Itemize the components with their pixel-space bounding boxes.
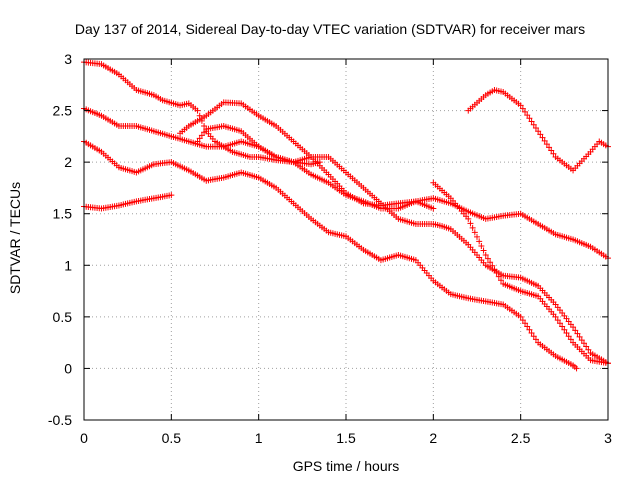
y-tick-label: 3: [64, 51, 72, 67]
y-axis-label: SDTVAR / TECUs: [7, 182, 23, 294]
data-point: [573, 365, 580, 372]
x-axis-label: GPS time / hours: [293, 458, 400, 474]
data-point: [526, 115, 533, 122]
data-point: [480, 247, 487, 254]
data-point: [517, 102, 524, 109]
data-point: [535, 128, 542, 135]
y-tick-label: 2: [64, 154, 72, 170]
data-point: [561, 326, 568, 333]
data-point: [574, 330, 581, 337]
y-tick-label: 0: [64, 360, 72, 376]
data-point: [532, 124, 539, 131]
data-point: [552, 313, 559, 320]
data-point: [583, 343, 590, 350]
y-tick-label: -0.5: [48, 412, 72, 428]
data-point: [517, 313, 524, 320]
data-point: [543, 141, 550, 148]
data-point: [196, 135, 203, 142]
x-tick-label: 0: [80, 430, 88, 446]
x-tick-label: 2.5: [511, 430, 531, 446]
data-point: [567, 336, 574, 343]
series-track-7: [430, 179, 611, 367]
data-point: [491, 266, 498, 273]
data-point: [541, 137, 548, 144]
data-point: [194, 107, 201, 114]
y-tick-label: 0.5: [53, 309, 73, 325]
data-point: [484, 255, 491, 262]
data-point: [430, 205, 437, 212]
data-point: [522, 320, 529, 327]
data-points: [81, 59, 611, 372]
data-point: [546, 144, 553, 151]
data-point: [201, 123, 208, 130]
data-point: [539, 134, 546, 141]
data-point: [465, 215, 472, 222]
data-point: [469, 224, 476, 231]
series-track-4: [81, 192, 175, 212]
data-point: [580, 340, 587, 347]
data-point: [572, 327, 579, 334]
data-point: [585, 346, 592, 353]
x-tick-label: 2: [429, 430, 437, 446]
y-tick-label: 1.5: [53, 206, 73, 222]
data-point: [537, 131, 544, 138]
series-track-8: [465, 86, 611, 174]
data-point: [519, 105, 526, 112]
data-point: [487, 259, 494, 266]
data-point: [528, 118, 535, 125]
x-tick-label: 1.5: [336, 430, 356, 446]
data-point: [471, 229, 478, 236]
y-tick-label: 2.5: [53, 103, 73, 119]
series-track-3: [81, 138, 580, 372]
data-point: [565, 333, 572, 340]
data-point: [198, 132, 205, 139]
x-tick-label: 0.5: [162, 430, 182, 446]
series-track-5: [177, 99, 437, 212]
data-point: [559, 323, 566, 330]
data-point: [554, 317, 561, 324]
chart-title: Day 137 of 2014, Sidereal Day-to-day VTE…: [75, 21, 585, 37]
data-point: [476, 238, 483, 245]
data-point: [524, 323, 531, 330]
data-point: [482, 251, 489, 258]
data-point: [474, 233, 480, 240]
data-point: [576, 333, 583, 340]
data-point: [563, 329, 570, 336]
data-point: [316, 159, 323, 166]
data-point: [478, 242, 485, 249]
data-point: [168, 192, 175, 199]
data-point: [524, 112, 531, 119]
data-point: [530, 121, 537, 128]
x-tick-label: 1: [255, 430, 263, 446]
data-point: [548, 147, 555, 154]
data-point: [526, 326, 533, 333]
y-tick-label: 1: [64, 257, 72, 273]
data-point: [556, 320, 563, 327]
data-point: [522, 108, 529, 115]
data-point: [532, 336, 539, 343]
x-tick-label: 3: [604, 430, 612, 446]
data-point: [578, 337, 585, 344]
data-point: [528, 329, 535, 336]
data-point: [201, 129, 208, 136]
series-track-6: [194, 123, 323, 168]
data-point: [530, 333, 537, 340]
data-point: [495, 273, 502, 280]
data-point: [493, 270, 500, 277]
data-point: [489, 262, 496, 269]
data-point: [467, 220, 474, 227]
data-point: [194, 138, 201, 145]
data-point: [498, 277, 505, 284]
data-point: [550, 150, 557, 157]
data-point: [519, 317, 526, 324]
data-point: [570, 324, 577, 331]
axis-ticks: 0 0.5 1 1.5 2 2.5 3 -0.5 0 0.5 1 1.5 2 2.5 3: [48, 51, 612, 446]
